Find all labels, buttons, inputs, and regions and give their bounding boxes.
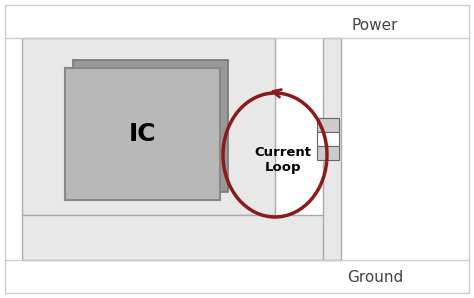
Bar [317,132,339,146]
Bar [22,215,335,260]
Bar [323,38,341,260]
Text: IC: IC [128,122,156,146]
Text: Ground: Ground [347,271,403,285]
Bar [317,146,339,160]
Text: Power: Power [352,18,398,32]
FancyArrowPatch shape [273,90,282,97]
Bar [73,60,228,192]
Bar [65,68,220,200]
Text: Current
Loop: Current Loop [255,146,311,174]
Bar [317,118,339,132]
Bar [22,38,275,215]
